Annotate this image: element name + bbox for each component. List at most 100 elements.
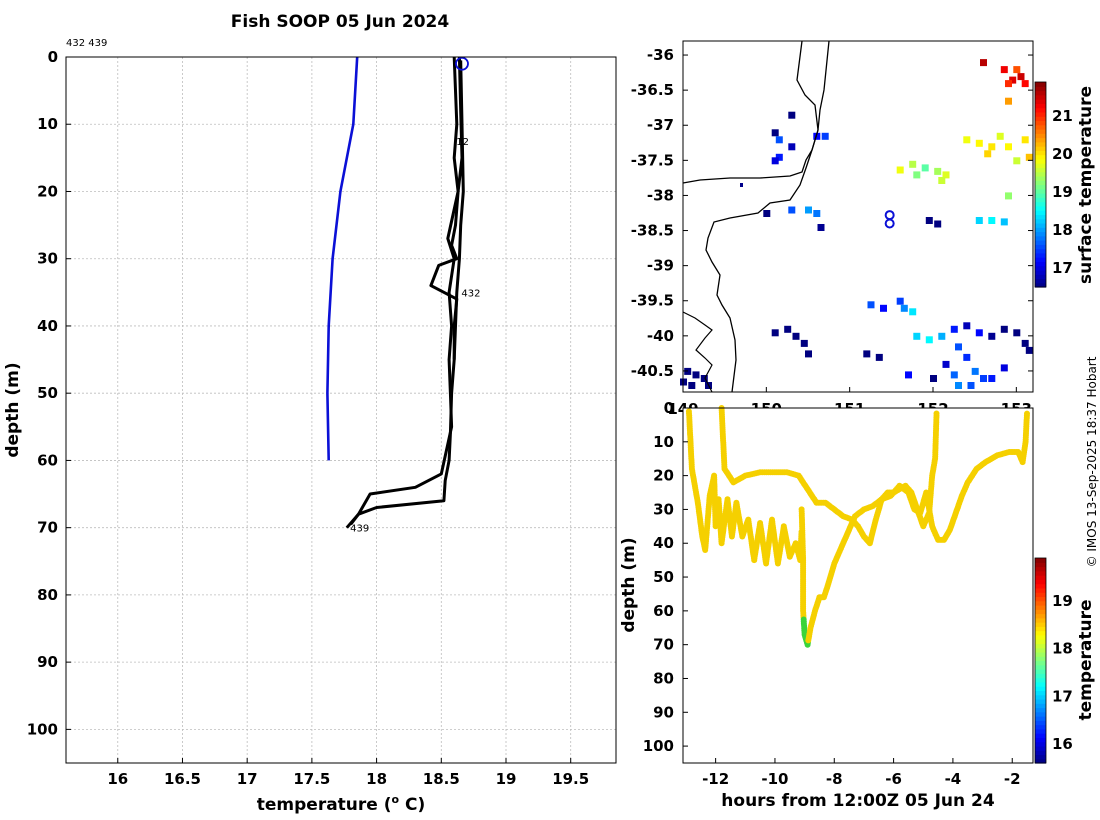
sst-cell	[950, 325, 958, 333]
sst-cell	[921, 164, 929, 172]
sst-colorbar-segment	[1035, 257, 1046, 262]
cast-position-marker	[455, 56, 469, 71]
sst-cell	[971, 367, 979, 375]
temperature-colorbar-segment	[1035, 733, 1046, 738]
profile-y-ticks: 0 10 20 30 40 50 60 70 80 90 100	[27, 48, 71, 738]
depth-time-y-ticks: 0 10 20 30 40 50 60 70 80 90 100	[643, 399, 688, 755]
depth-time-x-label: hours from 12:00Z 05 Jun 24	[721, 791, 995, 811]
sst-cell	[925, 217, 933, 224]
sst-cell	[963, 322, 971, 330]
sst-cell	[1005, 80, 1012, 88]
temperature-colorbar-segment	[1035, 750, 1046, 756]
sst-cell	[1005, 97, 1012, 105]
temperature-colorbar-segment	[1035, 758, 1046, 764]
temperature-colorbar-segment	[1035, 558, 1046, 563]
temperature-colorbar-segment	[1035, 639, 1046, 645]
sst-cell	[975, 329, 983, 337]
depth-time-y-tick-label: 80	[653, 669, 674, 687]
depth-time-y-label: depth (m)	[619, 537, 639, 632]
sst-cell	[980, 375, 987, 382]
sst-colorbar-segment	[1035, 180, 1046, 186]
sst-cell	[1000, 66, 1008, 74]
sst-cell	[1025, 346, 1033, 354]
temperature-colorbar-segment	[1035, 745, 1046, 751]
profile-series	[326, 56, 469, 529]
temperature-colorbar-label: temperature	[1076, 599, 1096, 720]
sst-cell	[934, 220, 942, 228]
profile-x-ticks: 16 16.5 17 17.5 18 18.5 19 19.5	[107, 758, 589, 788]
sst-cell	[988, 143, 996, 151]
temperature-colorbar-segment	[1035, 600, 1046, 606]
sst-colorbar-segment	[1035, 124, 1046, 130]
sst-cell	[909, 160, 917, 168]
profile-x-tick-label: 18.5	[423, 770, 460, 788]
sst-cell	[880, 304, 887, 312]
sst-colorbar-segment	[1035, 222, 1046, 228]
sst-cell	[805, 206, 812, 214]
sst-cell	[909, 308, 917, 316]
depth-time-y-tick-label: 50	[653, 568, 674, 586]
coastline-main	[705, 40, 819, 393]
sst-colorbar-segment	[1035, 188, 1046, 194]
temperature-colorbar-segment	[1035, 698, 1046, 704]
credit-text: © IMOS 13-Sep-2025 18:37 Hobart	[1085, 356, 1099, 567]
temperature-colorbar-segment	[1035, 609, 1046, 615]
temperature-colorbar-segment	[1035, 669, 1046, 674]
profile-y-tick-label: 10	[37, 115, 58, 133]
sst-colorbar-segment	[1035, 137, 1046, 143]
sst-cell	[700, 375, 708, 382]
sst-colorbar-tick-label: 20	[1052, 145, 1073, 163]
sst-cell	[950, 371, 958, 379]
sst-colorbar-segment	[1035, 278, 1046, 284]
temperature-colorbar-segment	[1035, 579, 1046, 585]
sst-cell	[975, 139, 983, 147]
sst-cell	[1000, 364, 1008, 372]
temperature-colorbar-segment	[1035, 664, 1046, 670]
temperature-colorbar-tick-label: 19	[1052, 592, 1073, 610]
sst-cell	[788, 206, 796, 214]
sst-colorbar-segment	[1035, 120, 1046, 126]
sst-colorbar-segment	[1035, 107, 1046, 113]
depth-time-x-tick-label: -10	[761, 770, 788, 788]
temperature-colorbar-segment	[1035, 596, 1046, 602]
sst-colorbar-frame	[1034, 81, 1047, 288]
sst-cell	[1017, 73, 1025, 81]
temperature-colorbar-segment	[1035, 613, 1046, 619]
profile-annotation: 12	[456, 137, 469, 148]
sst-cell	[1005, 192, 1012, 200]
depth-time-x-tick-label: -4	[945, 770, 962, 788]
map-y-tick-label: -39.5	[631, 292, 674, 310]
sst-colorbar-tick-label: 21	[1052, 107, 1073, 125]
depth-time-y-tick-label: 60	[653, 602, 674, 620]
depth-time-x-ticks: -12 -10 -8 -6 -4 -2	[702, 758, 1021, 788]
cast-profile-line	[345, 56, 460, 529]
temperature-colorbar-segment	[1035, 630, 1046, 636]
sst-cell	[988, 332, 996, 340]
depth-time-y-tick-label: 20	[653, 467, 674, 485]
temperature-colorbar-segment	[1035, 583, 1046, 589]
sst-colorbar-segment	[1035, 261, 1046, 267]
temperature-colorbar-segment	[1035, 566, 1046, 572]
depth-time-y-tick-label: 40	[653, 534, 674, 552]
depth-time-y-tick-label: 10	[653, 433, 674, 451]
coastline	[682, 40, 830, 393]
sst-cell	[863, 350, 871, 358]
sst-cell	[1013, 329, 1021, 337]
temperature-colorbar-tick-label: 18	[1052, 640, 1073, 658]
sst-cell	[963, 136, 971, 144]
coast-mark	[740, 183, 743, 187]
sst-colorbar-segment	[1035, 197, 1046, 203]
temperature-colorbar-segment	[1035, 720, 1046, 726]
sst-cell	[955, 343, 962, 351]
sst-cell	[813, 132, 821, 140]
temperature-sample-point	[1024, 410, 1030, 417]
profile-y-tick-label: 40	[37, 317, 58, 335]
temperature-colorbar-segment	[1035, 741, 1046, 747]
profile-x-tick-label: 19.5	[552, 770, 589, 788]
sst-colorbar-segment	[1035, 193, 1046, 198]
temperature-colorbar-segment	[1035, 647, 1046, 653]
profile-grid	[66, 56, 616, 763]
map-y-tick-label: -36	[647, 46, 674, 64]
temperature-colorbar-segment	[1035, 703, 1046, 709]
